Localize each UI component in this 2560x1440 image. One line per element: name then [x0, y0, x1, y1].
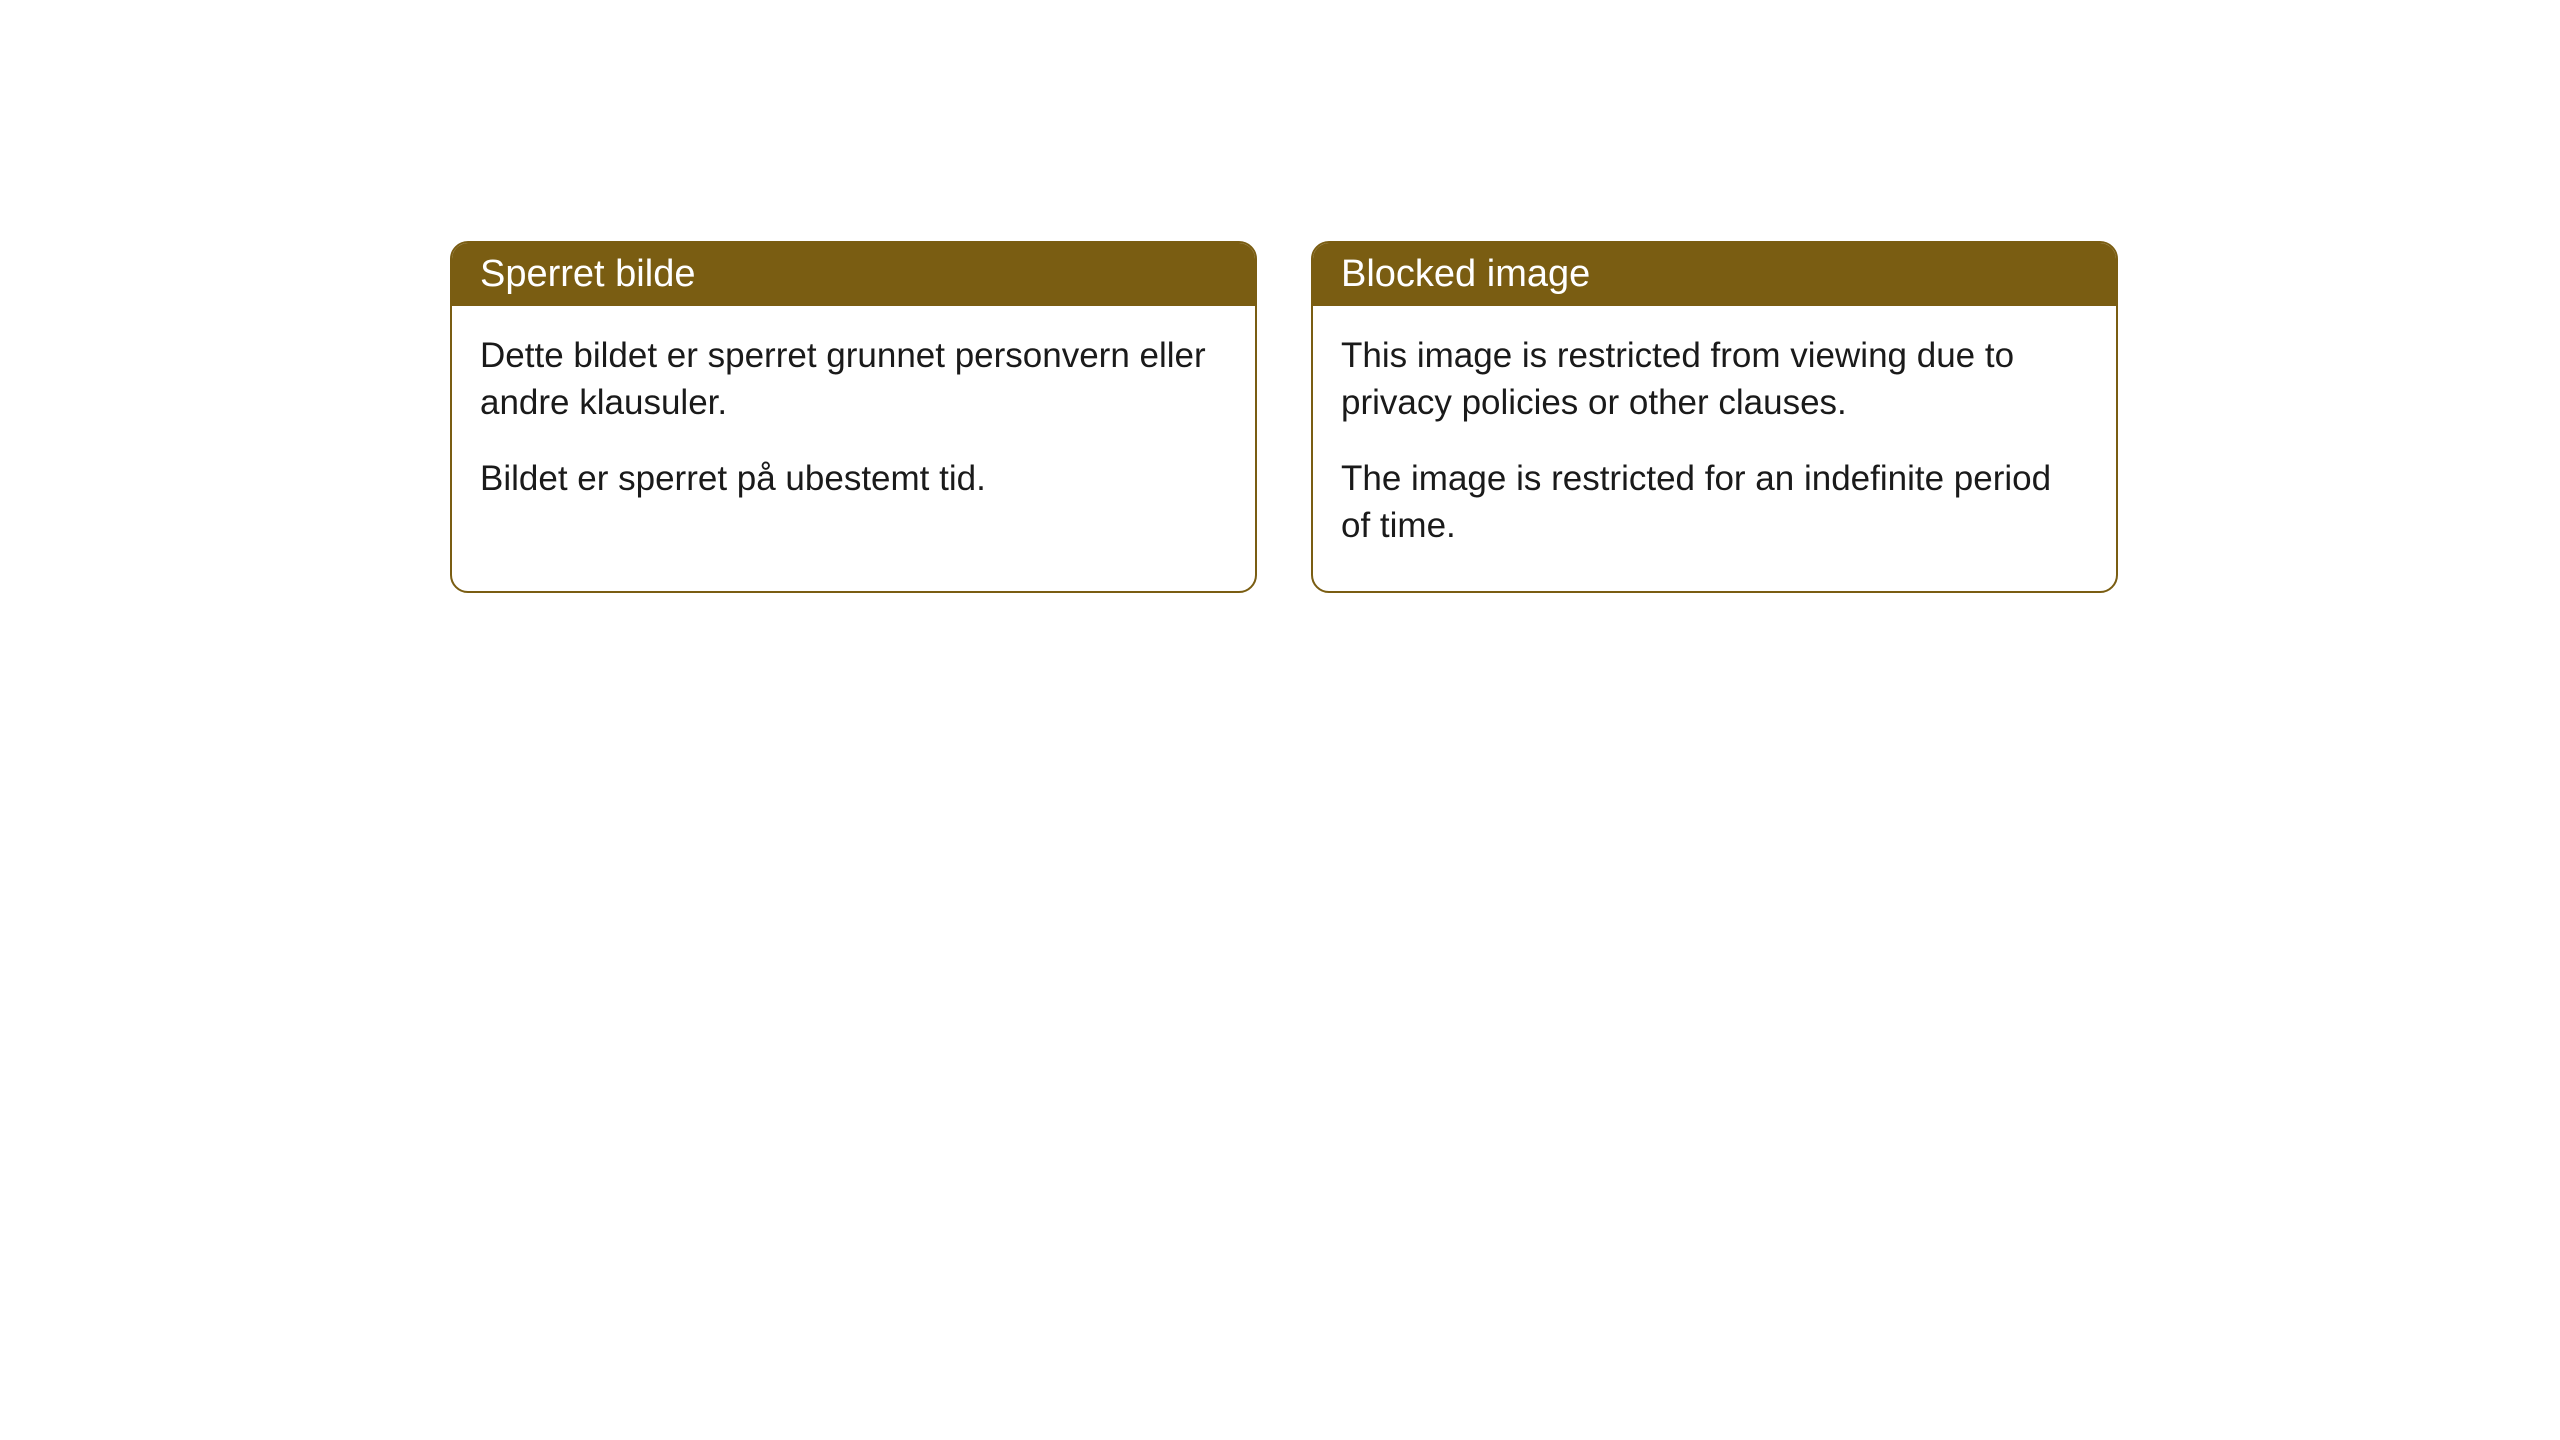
notice-header-norwegian: Sperret bilde — [452, 243, 1255, 306]
notice-card-english: Blocked image This image is restricted f… — [1311, 241, 2118, 593]
notice-body-english: This image is restricted from viewing du… — [1313, 306, 2116, 591]
notice-header-english: Blocked image — [1313, 243, 2116, 306]
notice-title-norwegian: Sperret bilde — [480, 253, 695, 295]
notice-body-norwegian: Dette bildet er sperret grunnet personve… — [452, 306, 1255, 544]
notice-paragraph-1-english: This image is restricted from viewing du… — [1341, 332, 2088, 427]
notice-title-english: Blocked image — [1341, 253, 1590, 295]
notice-cards-container: Sperret bilde Dette bildet er sperret gr… — [450, 241, 2118, 593]
notice-paragraph-1-norwegian: Dette bildet er sperret grunnet personve… — [480, 332, 1227, 427]
notice-paragraph-2-norwegian: Bildet er sperret på ubestemt tid. — [480, 455, 1227, 502]
notice-card-norwegian: Sperret bilde Dette bildet er sperret gr… — [450, 241, 1257, 593]
notice-paragraph-2-english: The image is restricted for an indefinit… — [1341, 455, 2088, 550]
